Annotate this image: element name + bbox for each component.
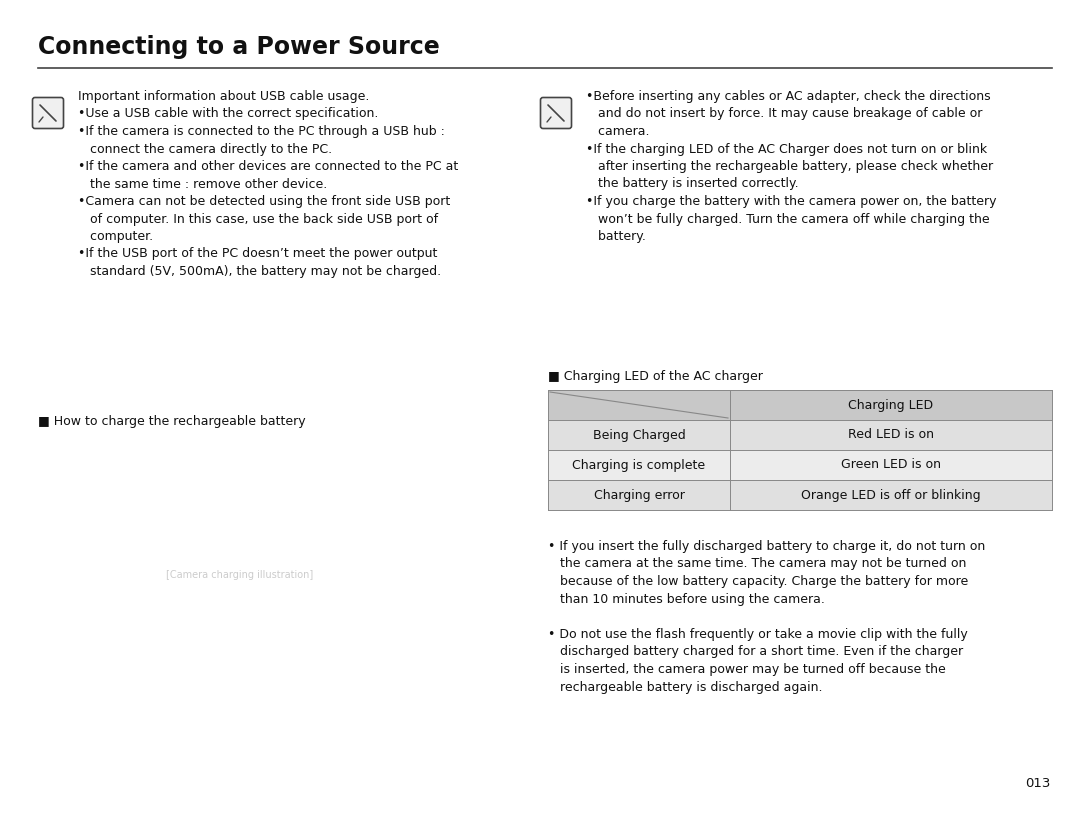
FancyBboxPatch shape <box>32 98 64 129</box>
Text: 013: 013 <box>1025 777 1050 790</box>
Bar <box>548 390 1052 420</box>
Text: ■ Charging LED of the AC charger: ■ Charging LED of the AC charger <box>548 370 762 383</box>
Bar <box>548 450 1052 480</box>
Bar <box>548 480 1052 510</box>
Text: •Before inserting any cables or AC adapter, check the directions
   and do not i: •Before inserting any cables or AC adapt… <box>586 90 997 243</box>
FancyBboxPatch shape <box>540 98 571 129</box>
Text: Connecting to a Power Source: Connecting to a Power Source <box>38 35 440 59</box>
Bar <box>38 435 490 720</box>
Text: ■ How to charge the rechargeable battery: ■ How to charge the rechargeable battery <box>38 415 306 428</box>
Text: Green LED is on: Green LED is on <box>841 459 941 472</box>
Bar <box>548 420 1052 450</box>
Text: Charging error: Charging error <box>594 488 685 501</box>
Text: Orange LED is off or blinking: Orange LED is off or blinking <box>801 488 981 501</box>
Text: Charging LED: Charging LED <box>849 399 933 412</box>
Text: Charging is complete: Charging is complete <box>572 459 705 472</box>
Text: • If you insert the fully discharged battery to charge it, do not turn on
   the: • If you insert the fully discharged bat… <box>548 540 985 606</box>
Text: Important information about USB cable usage.
•Use a USB cable with the correct s: Important information about USB cable us… <box>78 90 458 278</box>
Text: Being Charged: Being Charged <box>593 429 686 442</box>
Text: • Do not use the flash frequently or take a movie clip with the fully
   dischar: • Do not use the flash frequently or tak… <box>548 628 968 694</box>
Text: Red LED is on: Red LED is on <box>848 429 934 442</box>
Text: [Camera charging illustration]: [Camera charging illustration] <box>166 570 313 580</box>
